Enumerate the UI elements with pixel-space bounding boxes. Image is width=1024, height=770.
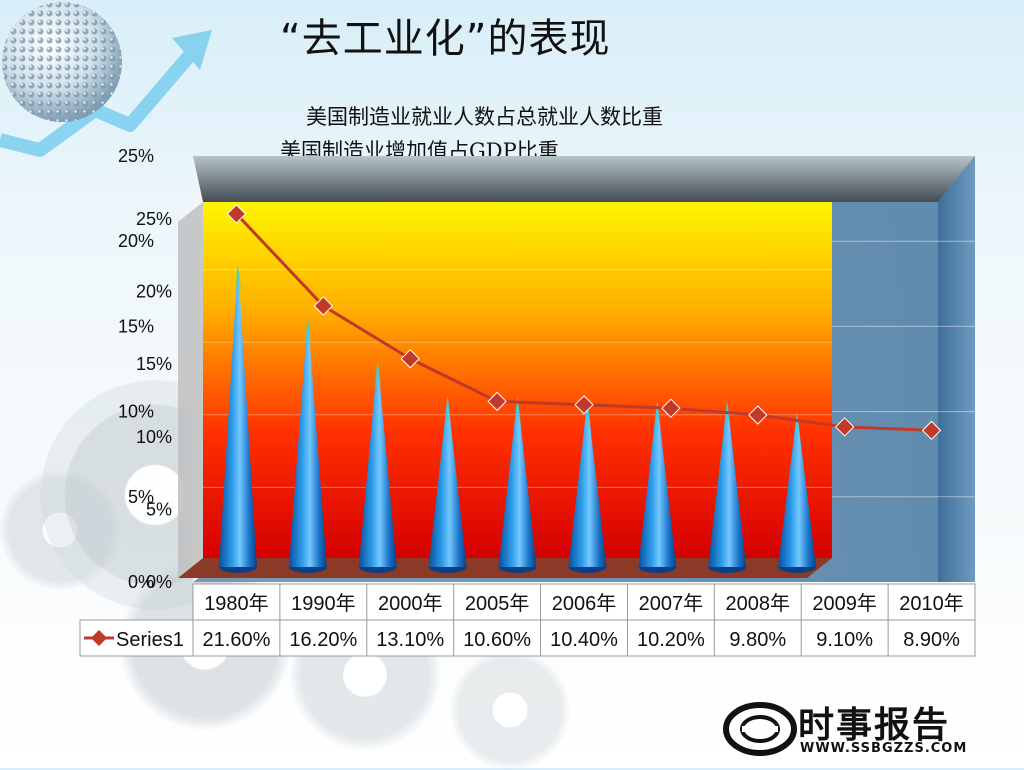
y-tick-label-outer: 10% — [118, 402, 154, 422]
chart-frame-right — [938, 156, 975, 582]
table-value-cell: 8.90% — [903, 629, 960, 651]
table-value-cell: 10.20% — [637, 629, 705, 651]
table-value-cell: 9.10% — [816, 629, 873, 651]
bar-chart-side-wall — [178, 202, 203, 578]
cone-bar — [218, 264, 257, 567]
logo-icon — [723, 702, 797, 756]
table-header-row — [192, 583, 976, 621]
table-header-cell: 2010年 — [899, 592, 964, 615]
cone-tip — [303, 316, 312, 347]
y-tick-label-inner: 5% — [146, 499, 172, 519]
table-header-cell: 2008年 — [726, 592, 791, 615]
cone-tip — [793, 412, 802, 443]
globe-icon — [2, 2, 122, 122]
table-header-cell: 2006年 — [552, 592, 617, 615]
cone-tip — [373, 360, 382, 391]
table-data-row — [79, 619, 976, 657]
logo-text: 时事报告 — [798, 705, 951, 746]
cone-tip — [443, 396, 452, 427]
table-value-cell: 13.10% — [376, 629, 444, 651]
line-chart-gridlines — [832, 240, 975, 498]
table-header-cell: 2005年 — [465, 592, 530, 615]
y-tick-label-outer: 20% — [118, 231, 154, 251]
line-point — [748, 405, 768, 425]
table-header-cell: 1990年 — [291, 592, 356, 615]
table-value-cell: 21.60% — [203, 629, 271, 651]
line-point — [921, 420, 942, 441]
cone-bar — [778, 412, 817, 567]
line-point — [313, 296, 334, 316]
cone-tip — [653, 400, 662, 431]
line-point — [834, 417, 855, 437]
page-title: “去工业化”的表现 — [280, 16, 611, 62]
legend-marker — [91, 630, 107, 646]
line-point — [661, 398, 681, 418]
chart-frame-top — [193, 156, 975, 202]
cone-bar — [428, 396, 467, 567]
table-value-cell: 9.80% — [729, 629, 786, 651]
line-point — [400, 349, 420, 369]
logo-url: WWW.SSBGZZS.COM — [800, 741, 968, 756]
line-series — [226, 204, 942, 441]
cone-tip — [583, 400, 592, 431]
cone-bar — [498, 396, 537, 567]
legend-series-name: Series1 — [116, 629, 184, 651]
table-header-cell: 2007年 — [639, 592, 704, 615]
cone-bar — [638, 400, 677, 567]
bar-chart-back-wall — [203, 202, 832, 558]
cone-tip — [513, 396, 522, 427]
table-header-cell: 1980年 — [204, 592, 269, 615]
y-tick-label-outer: 25% — [118, 146, 154, 166]
cone-series — [218, 264, 817, 573]
y-tick-label-inner: 10% — [136, 427, 172, 447]
table-value-cell: 10.60% — [463, 629, 531, 651]
cone-bar — [358, 360, 397, 567]
line-point — [226, 204, 247, 224]
table-value-cell: 10.40% — [550, 629, 618, 651]
y-tick-label-outer: 0% — [128, 572, 154, 592]
cone-bar — [708, 400, 747, 567]
y-tick-label-outer: 15% — [118, 316, 154, 336]
chart-subtitle-employment: 美国制造业就业人数占总就业人数比重 — [306, 105, 663, 129]
gear-decoration — [450, 650, 570, 770]
table-header-cell: 2000年 — [378, 592, 443, 615]
table-header-cell: 2009年 — [812, 592, 877, 615]
table-value-cell: 16.20% — [289, 629, 357, 651]
cone-tip — [233, 264, 242, 295]
line-point — [487, 391, 507, 412]
cone-bar — [568, 400, 607, 567]
y-tick-label-inner: 25% — [136, 209, 172, 229]
cone-tip — [723, 400, 732, 431]
y-tick-label-outer: 5% — [128, 487, 154, 507]
y-tick-label-inner: 20% — [136, 282, 172, 302]
data-table: 1980年 1990年 2000年 2005年 2006年 2007年 2008年 2009年… — [79, 583, 976, 657]
line-point — [574, 395, 594, 415]
y-tick-label-inner: 15% — [136, 354, 172, 374]
cone-bar — [288, 316, 327, 567]
y-tick-label-inner: 0% — [146, 572, 172, 592]
